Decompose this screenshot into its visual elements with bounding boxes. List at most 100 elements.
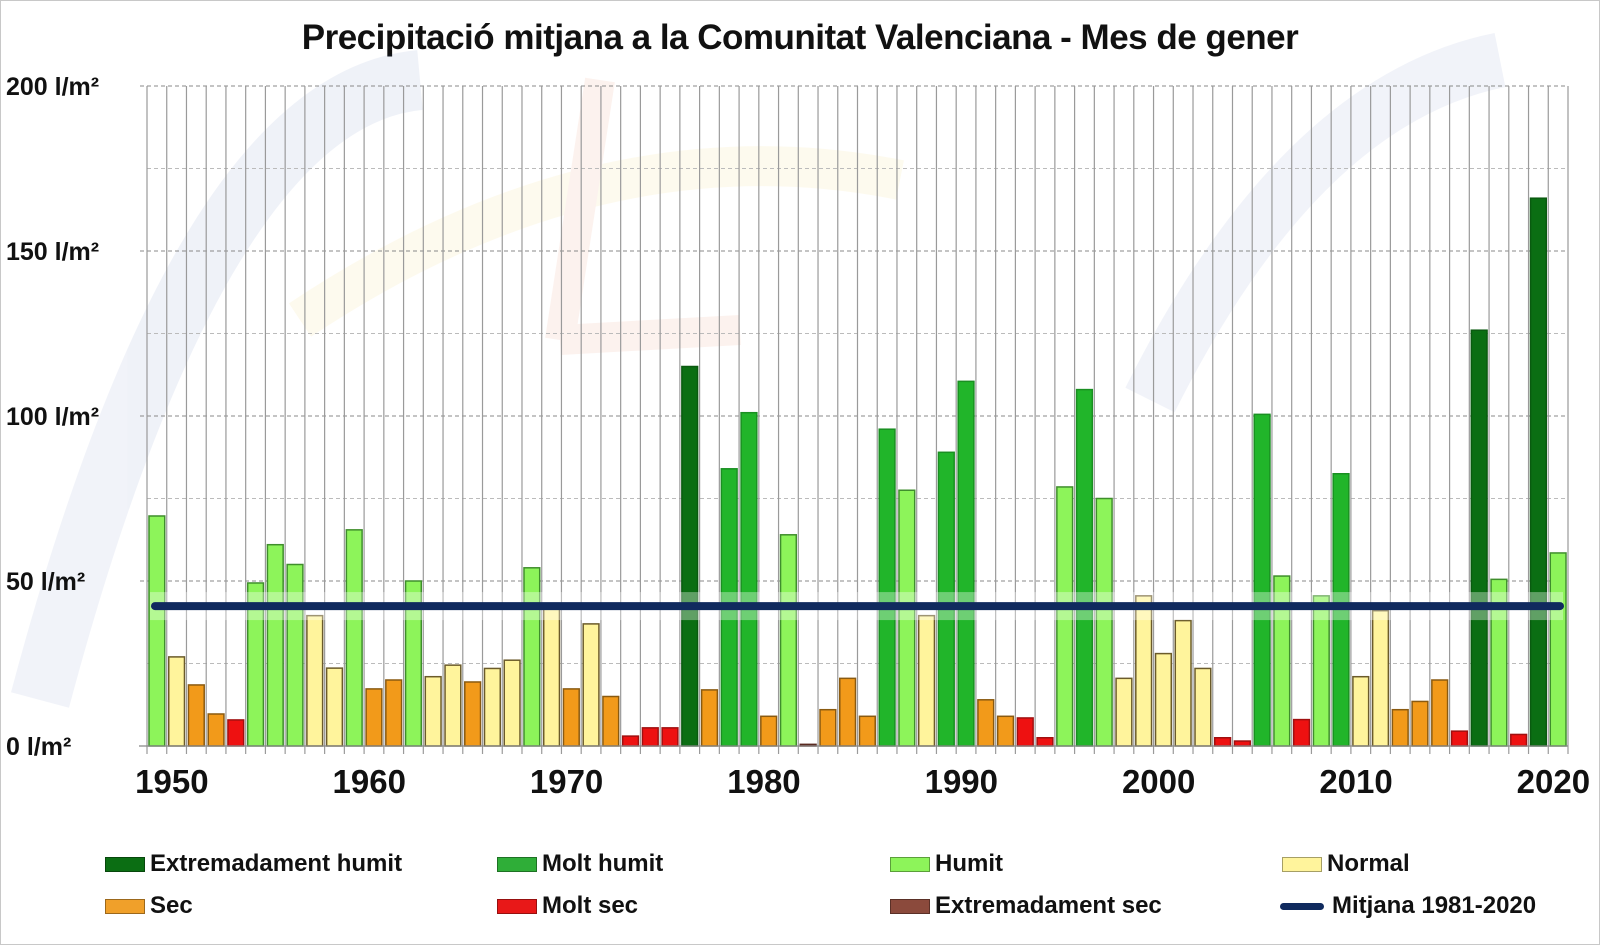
bar-1967 — [483, 667, 501, 747]
y-tick-label: 100 l/m² — [6, 403, 99, 431]
legend-swatch-es — [890, 898, 930, 914]
legend-swatch-n — [1282, 856, 1322, 872]
bar-1981 — [760, 715, 778, 747]
legend-label: Extremadament sec — [935, 892, 1162, 919]
bar-1966 — [464, 681, 482, 747]
x-tick-label: 2010 — [1319, 763, 1392, 800]
bar-2015 — [1431, 679, 1449, 747]
bar-2017 — [1470, 329, 1488, 747]
bar-1974 — [621, 735, 640, 747]
bar-2020 — [1529, 197, 1548, 747]
y-tick-label: 150 l/m² — [6, 238, 99, 266]
bar-1989 — [917, 614, 936, 747]
legend-swatch-s — [105, 898, 145, 914]
legend-item-mean: Mitjana 1981-2020 — [1280, 892, 1536, 920]
bar-1959 — [325, 667, 344, 747]
bar-1991 — [957, 380, 975, 747]
bar-1984 — [819, 708, 837, 747]
legend-item-extremadament-sec: Extremadament sec — [890, 892, 1162, 920]
legend-item-humit: Humit — [890, 850, 1003, 878]
legend-item-molt-humit: Molt humit — [497, 850, 663, 878]
bar-1961 — [365, 688, 383, 747]
bar-2006 — [1253, 413, 1271, 747]
bar-1998 — [1095, 497, 1113, 747]
chart-title: Precipitació mitjana a la Comunitat Vale… — [301, 18, 1299, 57]
bar-1977 — [681, 365, 699, 747]
bar-1952 — [187, 684, 205, 747]
bar-2005 — [1233, 740, 1251, 747]
bar-1962 — [385, 679, 403, 747]
legend-label: Extremadament humit — [150, 850, 403, 877]
legend-label: Molt sec — [542, 892, 639, 919]
axes-group: 0 l/m² 50 l/m² 100 l/m² 150 l/m² 200 l/m² 195… — [6, 73, 1590, 800]
bar-1975 — [641, 727, 659, 747]
bar-1971 — [562, 688, 580, 747]
legend-item-sec: Sec — [105, 892, 193, 920]
bar-2011 — [1352, 675, 1370, 747]
bar-1997 — [1075, 388, 1094, 747]
bar-2021 — [1549, 552, 1567, 747]
legend-swatch-h — [890, 856, 930, 872]
bar-2013 — [1391, 708, 1409, 747]
legend-swatch-ms — [497, 898, 537, 914]
legend: Extremadament humit Molt humit Humit Nor… — [0, 850, 1600, 940]
bar-2002 — [1174, 619, 1192, 747]
bar-2001 — [1154, 652, 1173, 747]
x-tick-label: 2000 — [1122, 763, 1195, 800]
legend-swatch-mh — [497, 856, 537, 872]
bar-2019 — [1510, 733, 1528, 747]
bar-2012 — [1371, 609, 1390, 747]
legend-item-molt-sec: Molt sec — [497, 892, 638, 920]
bar-1978 — [700, 689, 719, 747]
y-tick-label: 0 l/m² — [6, 733, 71, 761]
bar-1994 — [1016, 717, 1034, 747]
bar-1954 — [227, 719, 245, 747]
bar-1976 — [661, 727, 679, 747]
x-tick-label: 1980 — [727, 763, 800, 800]
bar-1956 — [266, 543, 284, 747]
legend-label: Molt humit — [542, 850, 664, 877]
bar-1953 — [207, 713, 225, 747]
bar-1982 — [779, 534, 798, 747]
bar-1986 — [858, 715, 876, 747]
bar-2003 — [1194, 667, 1212, 747]
legend-item-normal: Normal — [1282, 850, 1410, 878]
bar-1957 — [286, 563, 304, 747]
bar-2004 — [1214, 737, 1232, 747]
bar-1980 — [740, 411, 758, 747]
bar-2008 — [1292, 718, 1311, 747]
x-tick-label: 2020 — [1517, 763, 1590, 800]
x-tick-label: 1970 — [530, 763, 603, 800]
bar-1958 — [306, 614, 324, 747]
bar-1968 — [503, 659, 521, 747]
bar-1985 — [839, 677, 857, 747]
x-tick-label: 1960 — [333, 763, 406, 800]
bar-1965 — [444, 664, 462, 747]
bar-1970 — [542, 606, 561, 747]
legend-label: Sec — [150, 892, 193, 919]
bar-1951 — [167, 656, 186, 747]
legend-swatch-eh — [105, 856, 145, 872]
bar-1987 — [878, 428, 896, 747]
bar-1972 — [582, 623, 600, 747]
x-tick-label: 1950 — [135, 763, 208, 800]
legend-label: Normal — [1327, 850, 1410, 877]
bar-1995 — [1036, 737, 1054, 747]
bar-2014 — [1411, 700, 1429, 747]
x-tick-label: 1990 — [925, 763, 998, 800]
bar-1960 — [345, 529, 363, 747]
y-tick-label: 50 l/m² — [6, 568, 85, 596]
bar-1999 — [1115, 677, 1133, 747]
bar-1973 — [602, 695, 620, 747]
bar-1950 — [148, 515, 166, 747]
grid-lines — [140, 85, 1569, 754]
bar-2016 — [1450, 730, 1469, 747]
bar-1964 — [424, 675, 442, 747]
y-tick-label: 200 l/m² — [6, 73, 99, 101]
mean-line-group — [150, 592, 1564, 621]
legend-swatch-mean-line — [1280, 902, 1324, 910]
legend-label: Humit — [935, 850, 1003, 877]
legend-item-extremadament-humit: Extremadament humit — [105, 850, 402, 878]
legend-label: Mitjana 1981-2020 — [1332, 892, 1537, 919]
